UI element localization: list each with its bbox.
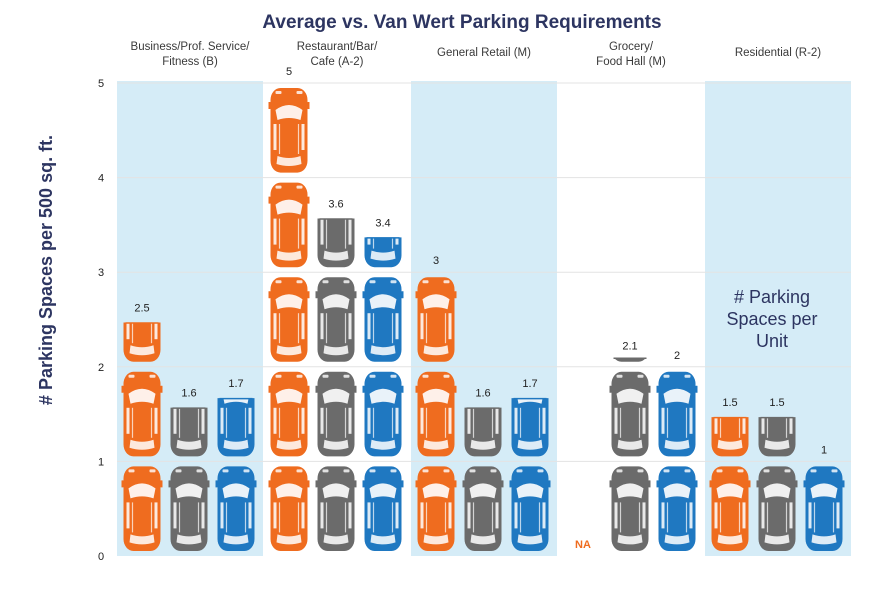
data-label: 3 xyxy=(433,255,439,267)
car-icon xyxy=(656,371,698,457)
car-icon xyxy=(315,371,357,457)
category-bands xyxy=(117,81,851,556)
car-icon xyxy=(509,466,551,551)
car-icon xyxy=(415,277,457,362)
car-icon xyxy=(362,466,404,551)
car-icon xyxy=(315,466,357,551)
annotation-line: Unit xyxy=(756,331,788,351)
car-icon xyxy=(656,466,698,551)
data-label: 2 xyxy=(674,350,680,362)
annotation-line: # Parking xyxy=(734,287,810,307)
bar xyxy=(462,407,504,551)
bar xyxy=(756,416,798,551)
car-icon xyxy=(756,466,798,551)
car-icon xyxy=(121,371,163,457)
bar xyxy=(609,357,651,551)
category-label: General Retail (M) xyxy=(437,47,531,59)
category-label: Fitness (B) xyxy=(162,56,218,68)
bar xyxy=(121,322,163,551)
car-icon xyxy=(609,466,651,551)
y-tick-label: 5 xyxy=(98,78,104,90)
category-label: Cafe (A-2) xyxy=(310,56,363,68)
car-icon xyxy=(613,357,647,362)
category-label: Residential (R-2) xyxy=(735,47,821,59)
bar xyxy=(656,371,698,551)
bar xyxy=(509,397,551,551)
car-icon xyxy=(268,277,310,362)
data-label: 1.5 xyxy=(769,397,784,409)
data-label: 1.7 xyxy=(522,378,537,390)
car-icon xyxy=(758,416,796,457)
bar xyxy=(268,88,310,551)
data-label: 1.5 xyxy=(722,397,737,409)
car-icon xyxy=(709,466,751,551)
y-tick-label: 4 xyxy=(98,173,104,185)
bar xyxy=(415,277,457,551)
category-label: Restaurant/Bar/ xyxy=(297,41,378,53)
car-icon xyxy=(803,466,845,551)
data-labels: 2.5 5 3 NA 1.5 1.6 3.6 1.6 2.1 1.5 1.7 3.4 1.7 2 1 xyxy=(134,66,827,551)
car-icon xyxy=(121,466,163,551)
car-icon xyxy=(123,322,161,362)
bar xyxy=(315,218,357,551)
car-icon xyxy=(170,407,208,457)
data-label: 3.6 xyxy=(328,198,343,210)
car-icon xyxy=(268,182,310,268)
car-icon xyxy=(511,397,549,457)
bar xyxy=(215,397,257,551)
data-label: NA xyxy=(575,539,591,551)
car-icon xyxy=(362,371,404,457)
car-icon xyxy=(415,371,457,457)
annotation-line: Spaces per xyxy=(726,309,817,329)
y-tick-label: 1 xyxy=(98,456,104,468)
car-icon xyxy=(711,416,749,457)
car-icon xyxy=(609,371,651,457)
y-axis-label: # Parking Spaces per 500 sq. ft. xyxy=(36,135,56,405)
data-label: 1 xyxy=(821,444,827,456)
bar-marks xyxy=(121,88,845,551)
bar xyxy=(709,416,751,551)
data-label: 1.6 xyxy=(475,388,490,400)
data-label: 2.1 xyxy=(622,340,637,352)
bar xyxy=(803,466,845,551)
category-label: Food Hall (M) xyxy=(596,56,666,68)
category-label: Business/Prof. Service/ xyxy=(131,41,251,53)
data-label: 2.5 xyxy=(134,303,149,315)
car-icon xyxy=(464,407,502,457)
car-icon xyxy=(362,277,404,362)
car-icon xyxy=(317,218,355,268)
category-labels: Business/Prof. Service/Fitness (B) Restau… xyxy=(131,41,822,68)
y-tick-label: 3 xyxy=(98,267,104,279)
car-icon xyxy=(268,371,310,457)
y-tick-label: 2 xyxy=(98,362,104,374)
chart-title: Average vs. Van Wert Parking Requirement… xyxy=(262,12,661,33)
data-label: 3.4 xyxy=(375,217,390,229)
bar xyxy=(362,237,404,551)
car-icon xyxy=(268,88,310,173)
car-icon xyxy=(315,277,357,362)
car-icon xyxy=(168,466,210,551)
car-icon xyxy=(462,466,504,551)
bar xyxy=(168,407,210,551)
data-label: 1.7 xyxy=(228,378,243,390)
data-label: 5 xyxy=(286,66,292,78)
car-icon xyxy=(268,466,310,551)
car-icon xyxy=(415,466,457,551)
car-icon xyxy=(217,397,255,457)
category-label: Grocery/ xyxy=(609,41,654,53)
data-label: 1.6 xyxy=(181,388,196,400)
car-icon xyxy=(364,237,402,268)
grid-lines xyxy=(117,82,851,462)
y-tick-label: 0 xyxy=(98,551,104,563)
car-icon xyxy=(215,466,257,551)
y-axis-ticks: 0 1 2 3 4 5 xyxy=(98,78,104,563)
